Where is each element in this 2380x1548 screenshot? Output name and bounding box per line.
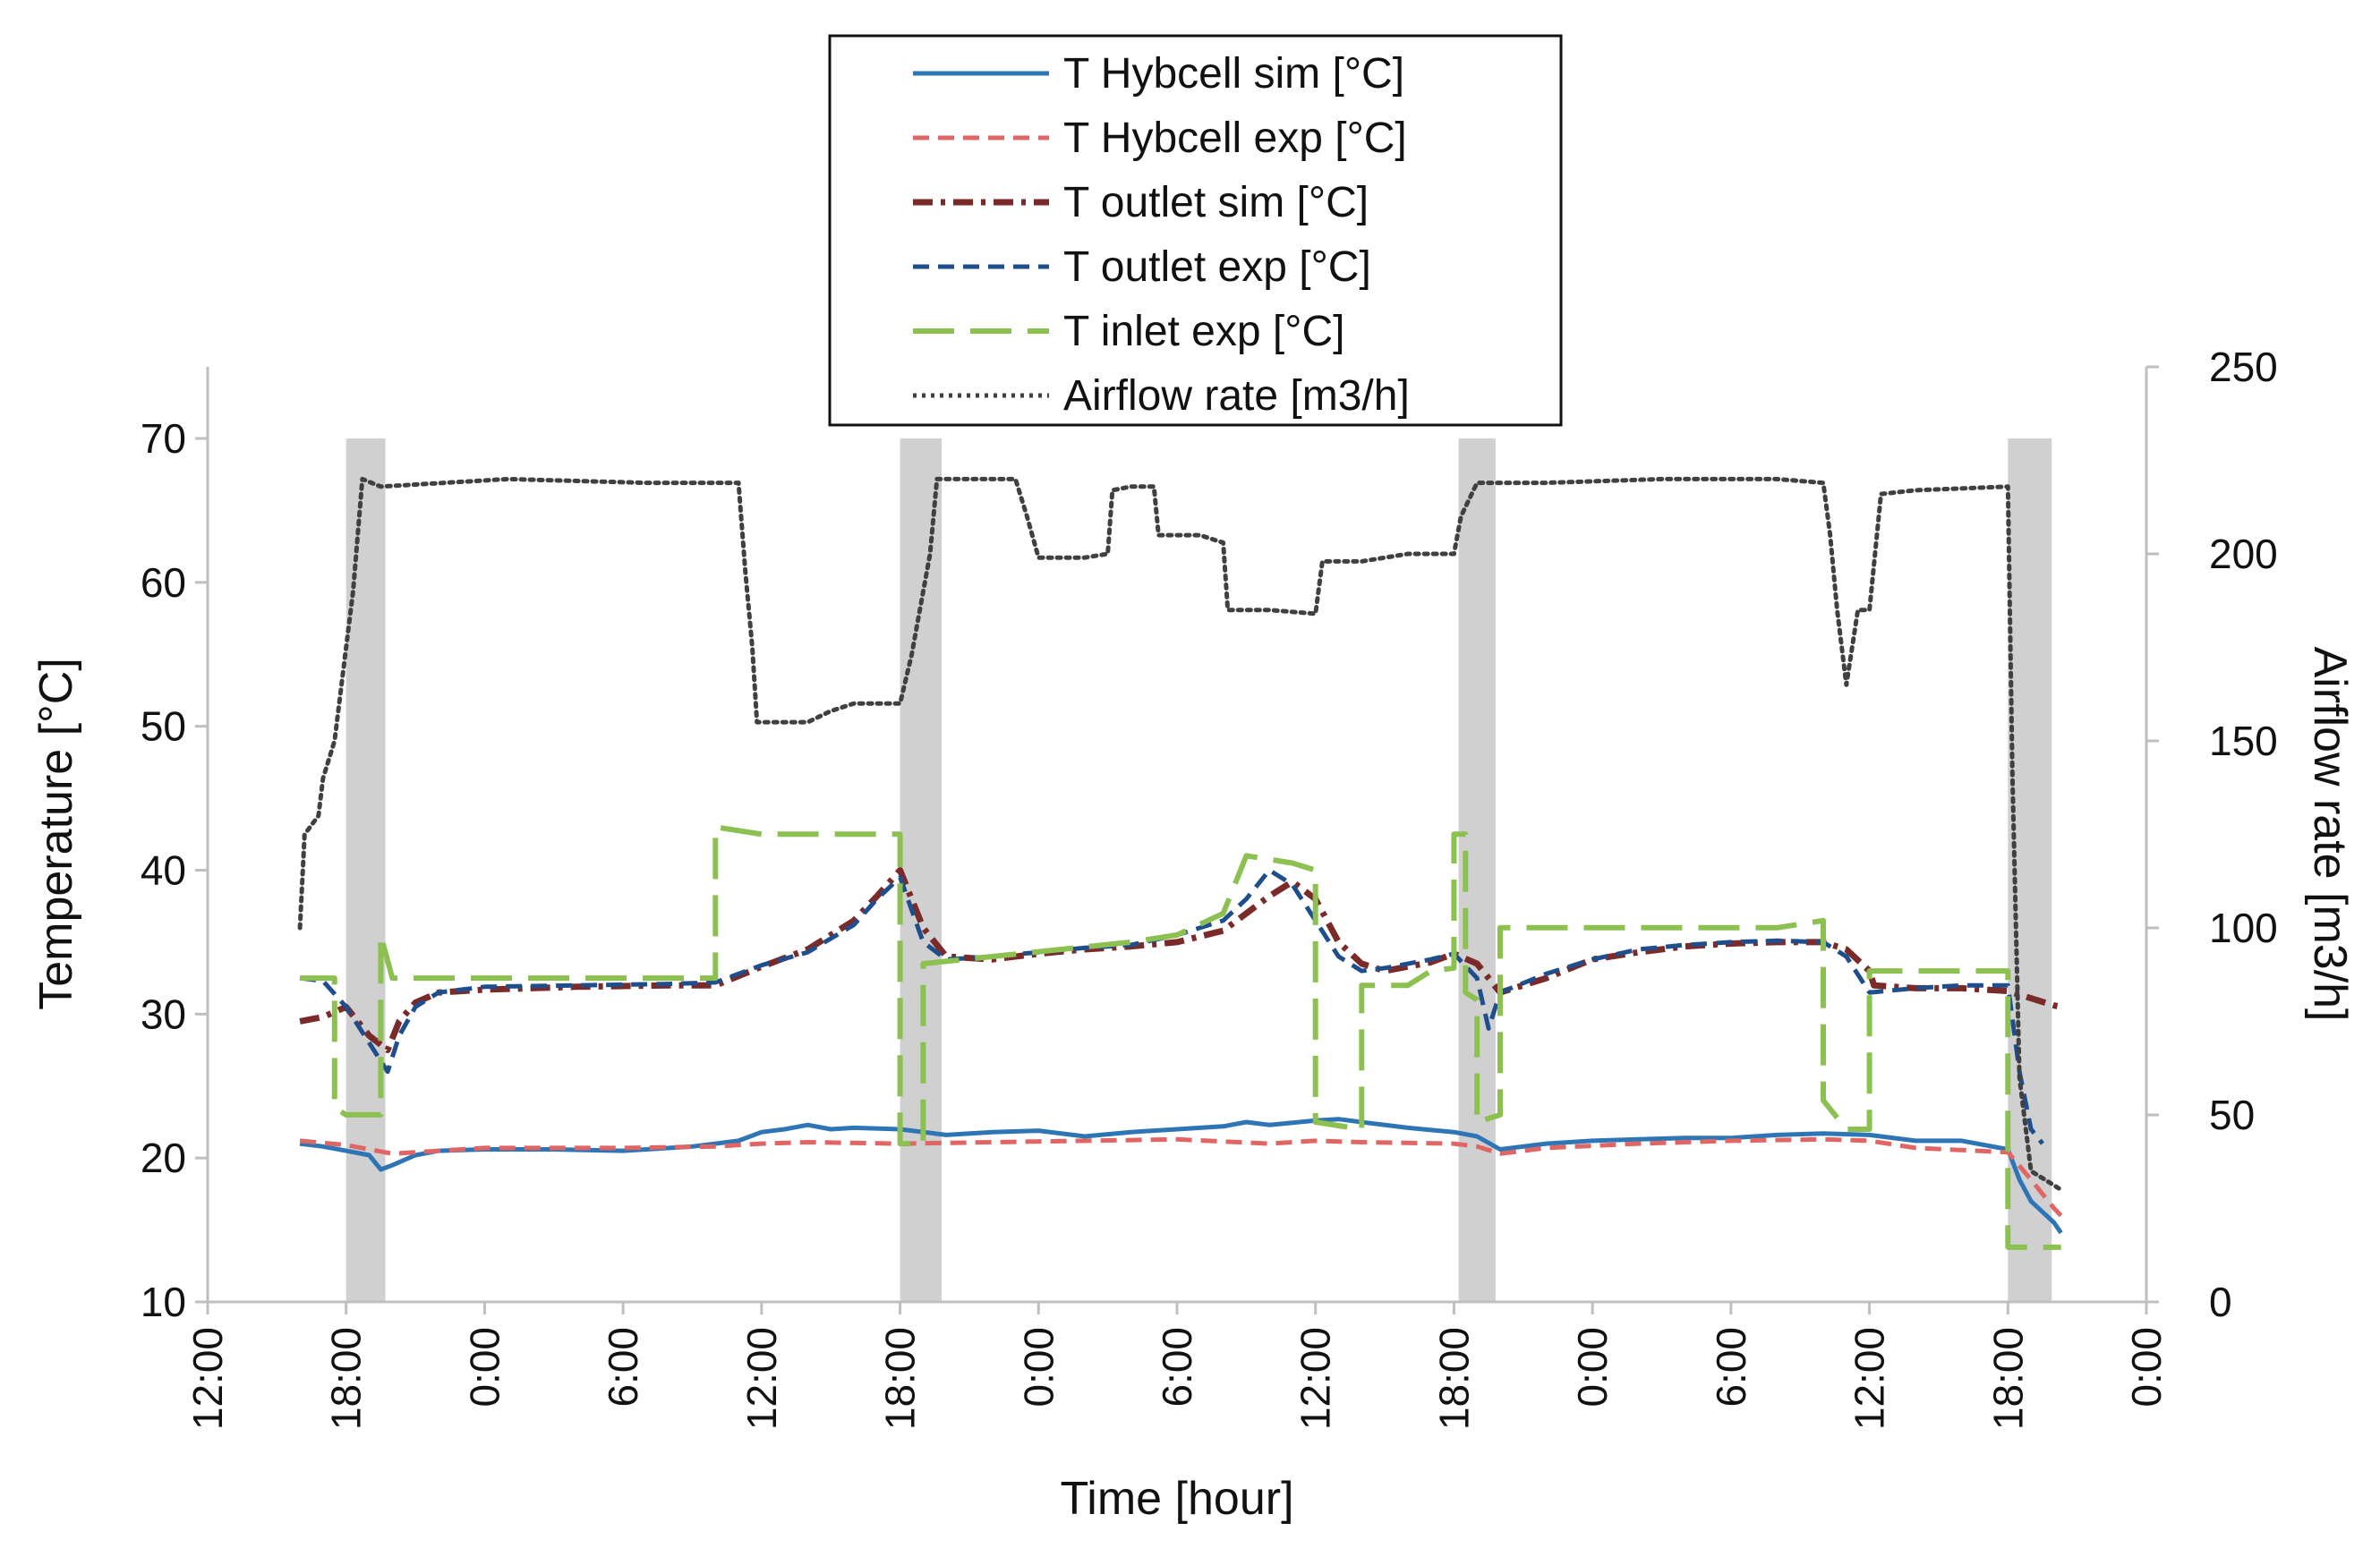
legend: T Hybcell sim [°C] T Hybcell exp [°C] T ou…: [828, 34, 1563, 427]
y2-tick-label: 200: [2209, 531, 2278, 577]
legend-entry: T inlet exp [°C]: [1063, 308, 1344, 355]
y2-tick-label: 100: [2209, 905, 2278, 951]
y-tick-label: 50: [141, 703, 186, 750]
y2-tick-label: 0: [2209, 1279, 2232, 1325]
y2-axis-title: Airflow rate [m3/h]: [2304, 646, 2356, 1021]
x-tick-label: 6:00: [1154, 1327, 1200, 1408]
legend-entry: Airflow rate [m3/h]: [1063, 372, 1410, 420]
series-line: [299, 1117, 2063, 1235]
axes: [206, 367, 2148, 1304]
y-tick-label: 10: [141, 1279, 186, 1325]
y-tick-label: 30: [141, 991, 186, 1037]
x-tick-label: 6:00: [600, 1327, 646, 1408]
y2-tick-label: 150: [2209, 718, 2278, 764]
data-series: [297, 476, 2064, 1250]
x-tick-label: 6:00: [1708, 1327, 1754, 1408]
y2-tick-label: 50: [2209, 1092, 2255, 1138]
x-tick-label: 0:00: [1569, 1327, 1616, 1408]
shaded-periods: [345, 438, 2052, 1302]
x-tick-label: 12:00: [1292, 1327, 1339, 1430]
x-tick-label: 18:00: [323, 1327, 370, 1430]
x-tick-label: 18:00: [877, 1327, 924, 1430]
y-tick-label: 70: [141, 415, 186, 462]
shaded-period: [345, 438, 386, 1302]
x-tick-label: 18:00: [1984, 1327, 2031, 1430]
series-line: [299, 868, 2044, 1145]
legend-entry: T outlet sim [°C]: [1063, 179, 1369, 226]
legend-entry: T Hybcell exp [°C]: [1063, 115, 1407, 162]
series-line: [299, 1136, 2063, 1218]
x-axis-title: Time [hour]: [1060, 1473, 1293, 1525]
y-tick-label: 20: [141, 1135, 186, 1181]
x-tick-label: 18:00: [1430, 1327, 1477, 1430]
x-tick-label: 0:00: [1015, 1327, 1062, 1408]
x-tick-label: 0:00: [2123, 1327, 2170, 1408]
x-tick-label: 12:00: [1847, 1327, 1893, 1430]
y2-tick-label: 250: [2209, 344, 2278, 390]
y-tick-label: 40: [141, 847, 186, 894]
legend-box: [828, 34, 1563, 427]
x-tick-label: 0:00: [461, 1327, 508, 1408]
series-line: [299, 867, 2062, 1053]
series-line: [300, 824, 2061, 1250]
series-line: [297, 476, 2064, 1193]
shaded-period: [900, 438, 942, 1302]
y-tick-label: 60: [141, 559, 186, 606]
tick-marks-and-labels: 10 20 30 40 50 60 70 0 50 100 150 200 250 12:00 18:00 0…: [141, 344, 2278, 1430]
legend-entry: T outlet exp [°C]: [1063, 243, 1371, 291]
legend-entry: T Hybcell sim [°C]: [1063, 50, 1404, 98]
x-tick-label: 12:00: [738, 1327, 785, 1430]
x-tick-label: 12:00: [184, 1327, 231, 1430]
y-axis-title: Temperature [°C]: [30, 658, 82, 1010]
